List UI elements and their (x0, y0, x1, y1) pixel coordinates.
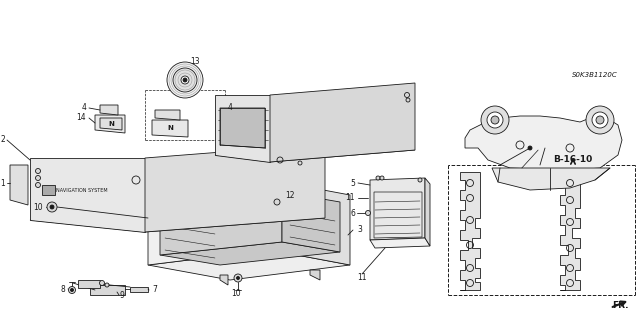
Text: 6: 6 (350, 209, 355, 218)
Polygon shape (282, 192, 340, 252)
Polygon shape (100, 118, 122, 130)
Polygon shape (270, 83, 415, 162)
Text: 9: 9 (120, 292, 125, 300)
Polygon shape (148, 180, 270, 265)
Circle shape (105, 283, 109, 287)
Circle shape (380, 176, 384, 180)
Text: 8: 8 (60, 285, 65, 293)
Polygon shape (460, 172, 480, 290)
Polygon shape (30, 158, 145, 232)
Text: S0K3B1120C: S0K3B1120C (572, 72, 618, 78)
Polygon shape (160, 242, 340, 265)
Polygon shape (30, 206, 325, 232)
Text: 13: 13 (190, 57, 200, 66)
Polygon shape (370, 238, 430, 248)
Circle shape (50, 205, 54, 209)
Circle shape (586, 106, 614, 134)
Text: 11: 11 (357, 273, 367, 283)
Circle shape (528, 146, 532, 150)
Circle shape (596, 116, 604, 124)
Polygon shape (370, 178, 425, 240)
Text: 3: 3 (357, 226, 362, 234)
Polygon shape (425, 178, 430, 246)
Text: 10: 10 (33, 203, 43, 211)
Circle shape (592, 112, 608, 128)
Text: 4: 4 (81, 103, 86, 113)
Text: 10: 10 (231, 288, 241, 298)
Polygon shape (215, 95, 270, 162)
Text: 5: 5 (350, 179, 355, 188)
Circle shape (365, 211, 371, 216)
Polygon shape (220, 108, 265, 148)
Circle shape (418, 178, 422, 182)
Circle shape (47, 202, 57, 212)
Polygon shape (492, 168, 610, 190)
Text: 4: 4 (228, 102, 233, 112)
Polygon shape (465, 116, 622, 170)
Polygon shape (10, 165, 28, 205)
Circle shape (274, 199, 280, 205)
Text: 12: 12 (285, 190, 294, 199)
Text: 1: 1 (0, 179, 5, 188)
Polygon shape (155, 110, 180, 120)
Polygon shape (270, 180, 350, 265)
Polygon shape (310, 270, 320, 280)
Text: 11: 11 (346, 194, 355, 203)
Circle shape (234, 274, 242, 282)
Circle shape (376, 176, 380, 180)
Circle shape (487, 112, 503, 128)
Polygon shape (90, 285, 125, 295)
Polygon shape (130, 287, 148, 292)
Text: 2: 2 (0, 136, 5, 145)
Polygon shape (100, 105, 118, 115)
Text: FR.: FR. (612, 301, 628, 310)
Circle shape (406, 98, 410, 102)
Circle shape (70, 288, 74, 292)
Circle shape (167, 62, 203, 98)
Circle shape (68, 286, 76, 293)
Circle shape (173, 68, 197, 92)
Circle shape (237, 277, 239, 279)
Text: NAVIGATION SYSTEM: NAVIGATION SYSTEM (56, 188, 108, 192)
Polygon shape (160, 192, 282, 255)
Circle shape (183, 78, 187, 82)
Text: N: N (108, 121, 114, 127)
Circle shape (35, 175, 40, 181)
Text: 7: 7 (152, 286, 157, 294)
Polygon shape (148, 250, 350, 280)
Polygon shape (42, 185, 55, 195)
Circle shape (181, 76, 189, 84)
Circle shape (35, 168, 40, 174)
Circle shape (491, 116, 499, 124)
Text: 14: 14 (76, 114, 86, 122)
Polygon shape (560, 175, 580, 290)
Polygon shape (152, 120, 188, 137)
Circle shape (481, 106, 509, 134)
Text: N: N (167, 125, 173, 131)
Polygon shape (95, 115, 125, 133)
Text: B-16-10: B-16-10 (554, 155, 593, 165)
Circle shape (35, 182, 40, 188)
Circle shape (404, 93, 410, 98)
Polygon shape (215, 143, 415, 162)
Polygon shape (220, 275, 228, 285)
Circle shape (99, 280, 104, 286)
Polygon shape (78, 280, 100, 288)
Polygon shape (145, 144, 325, 232)
